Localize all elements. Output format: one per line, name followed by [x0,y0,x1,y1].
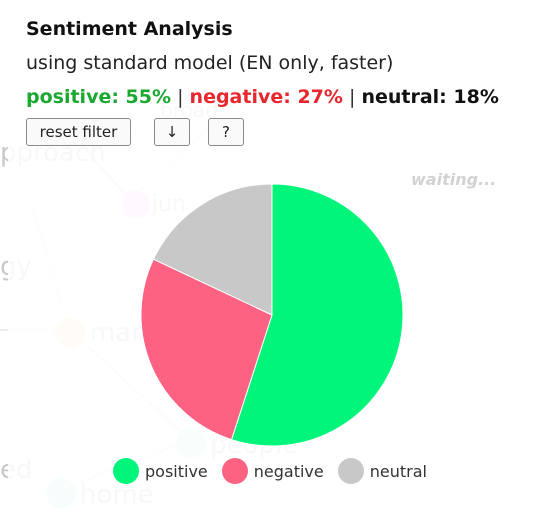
summary-neutral: neutral: 18% [361,86,499,108]
pie-slice-neutral[interactable] [152,183,273,316]
legend-item-negative[interactable]: negative [221,458,324,484]
summary-positive: positive: 55% [26,86,172,108]
legend-label: positive [145,461,208,481]
reset-filter-button[interactable]: reset filter [26,118,131,146]
sentiment-summary: positive: 55% | negative: 27% | neutral:… [26,86,499,108]
legend-item-neutral[interactable]: neutral [337,458,427,484]
legend-label: neutral [369,461,427,481]
legend-swatch [337,458,364,484]
summary-separator: | [177,86,184,108]
panel-title: Sentiment Analysis [26,18,233,40]
summary-separator: | [349,86,356,108]
download-icon: ↓ [165,123,179,141]
chart-legend: positive negative neutral [113,458,441,484]
pie-slice-negative[interactable] [140,258,273,441]
help-button[interactable]: ? [208,118,244,146]
download-button[interactable]: ↓ [154,118,190,146]
legend-item-positive[interactable]: positive [113,458,208,484]
legend-label: negative [253,461,324,481]
sentiment-pie-chart [140,183,404,447]
sentiment-panel: Sentiment Analysis using standard model … [8,8,540,508]
summary-negative: negative: 27% [189,86,343,108]
legend-swatch [113,458,139,484]
panel-subtitle: using standard model (EN only, faster) [26,52,394,74]
status-text: waiting... [411,170,497,189]
pie-slice-positive[interactable] [230,183,404,447]
legend-swatch [221,458,248,484]
help-icon: ? [222,123,230,141]
